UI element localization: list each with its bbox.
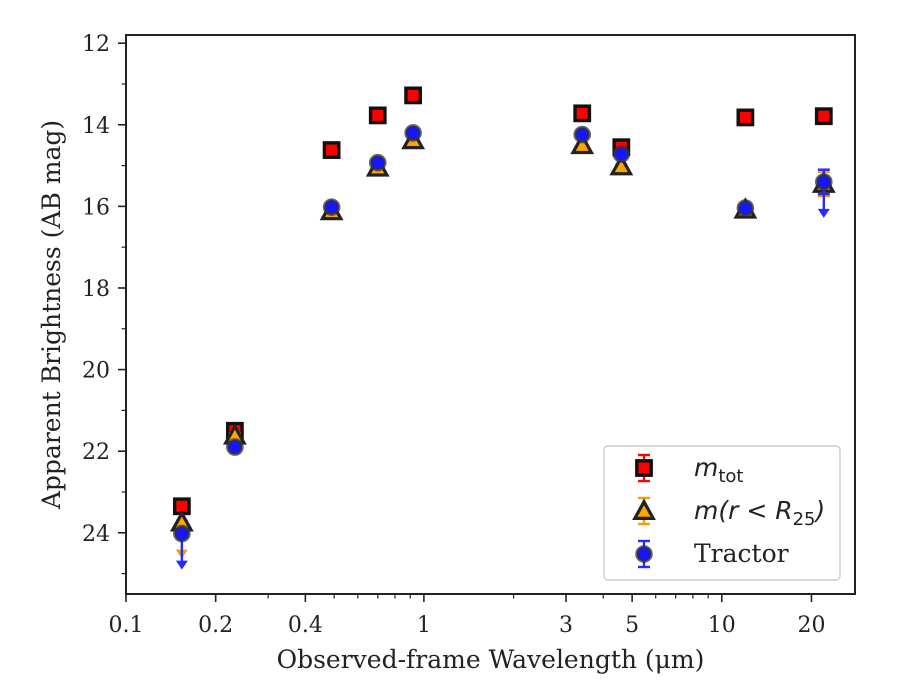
x-axis: 0.1 0.2 0.4 1 3 5 10 20 (109, 594, 825, 638)
legend-marker (635, 459, 653, 477)
x-tick-label: 0.1 (109, 613, 144, 638)
data-point (573, 104, 592, 123)
upper-limit-arrowhead (175, 560, 188, 570)
x-tick-label: 5 (625, 613, 639, 638)
data-point (173, 524, 191, 543)
legend-entry: m(r < R25) (632, 496, 825, 530)
y-tick-label: 24 (82, 522, 110, 547)
plot-frame (125, 34, 856, 595)
y-tick-label: 16 (82, 195, 110, 220)
series-circle (173, 124, 833, 570)
y-tick-label: 18 (82, 277, 110, 302)
data-point (404, 86, 423, 105)
data-point (368, 106, 387, 125)
data-point (612, 145, 631, 163)
data-point (736, 108, 755, 127)
data-point (573, 125, 592, 144)
data-point (609, 153, 634, 176)
data-point (570, 132, 595, 155)
chart-marks (169, 86, 836, 570)
data-point (736, 199, 755, 217)
data-point (404, 124, 422, 142)
legend-label: mtot (694, 453, 744, 487)
x-tick-label: 10 (708, 613, 736, 638)
data-point (322, 141, 341, 159)
x-tick-label: 1 (417, 613, 431, 638)
y-tick-label: 14 (82, 114, 110, 139)
legend-box (603, 445, 841, 581)
data-point (368, 153, 387, 172)
legend-entry: Tractor (635, 539, 789, 569)
legend-entry: mtot (635, 453, 744, 487)
x-tick-label: 3 (559, 613, 573, 638)
legend: mtot m(r < R25) Tractor (603, 445, 841, 581)
y-axis-title: Apparent Brightness (AB mag) (37, 120, 66, 510)
legend-label: m(r < R25) (694, 496, 825, 530)
data-point (814, 173, 833, 191)
x-tick-label: 0.2 (198, 613, 233, 638)
y-tick-label: 12 (82, 32, 110, 57)
legend-marker (632, 498, 656, 520)
x-tick-label: 20 (797, 613, 825, 638)
data-point (322, 198, 341, 216)
x-axis-title: Observed-frame Wavelength (μm) (277, 645, 705, 674)
legend-marker (635, 545, 653, 563)
y-axis: 12 14 16 18 20 22 24 (82, 32, 126, 575)
data-point (814, 107, 833, 126)
legend-label: Tractor (694, 539, 789, 568)
x-tick-label: 0.4 (288, 613, 323, 638)
upper-limit-arrowhead (817, 208, 830, 218)
data-point (226, 438, 244, 456)
y-tick-label: 20 (82, 359, 110, 384)
y-tick-label: 22 (82, 440, 110, 465)
